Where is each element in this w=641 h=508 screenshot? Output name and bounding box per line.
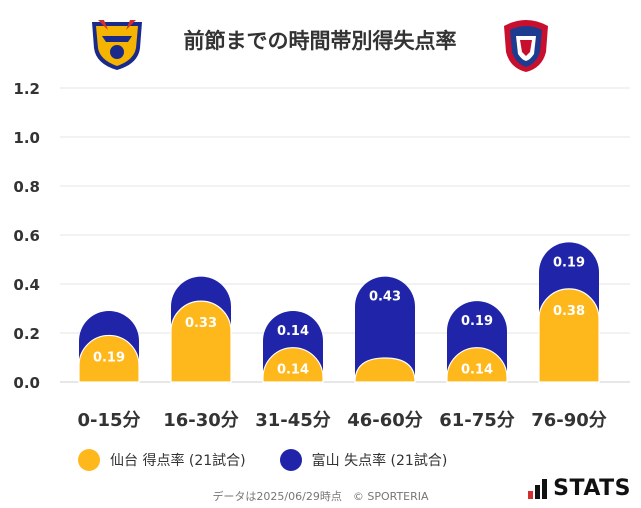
- legend-dot-toyama: [279, 449, 302, 471]
- y-tick-label: 0.0: [13, 374, 40, 392]
- data-label-toyama-2: 0.14: [277, 324, 309, 339]
- data-label-sendai-2: 0.14: [277, 363, 309, 378]
- stats-bars-icon: [528, 478, 549, 499]
- legend-dot-sendai: [78, 449, 100, 471]
- bar-sendai-5: [538, 288, 600, 383]
- y-tick-label: 0.4: [13, 276, 40, 294]
- sendai-logo-icon: [92, 20, 142, 70]
- y-axis-ticks: 0.0 0.2 0.4 0.6 0.8 1.0 1.2: [13, 80, 40, 392]
- legend: 仙台 得点率 (21試合) 富山 失点率 (21試合): [78, 449, 481, 471]
- x-tick-label: 16-30分: [163, 410, 239, 431]
- x-tick-label: 46-60分: [347, 410, 423, 431]
- legend-item-sendai: 仙台 得点率 (21試合): [78, 449, 246, 471]
- bar-sendai-3: [354, 357, 416, 383]
- bar-toyama-3: [355, 276, 415, 382]
- legend-label-sendai: 仙台 得点率 (21試合): [110, 453, 246, 469]
- x-axis-ticks: 0-15分 16-30分 31-45分 46-60分 61-75分 76-90分: [77, 410, 606, 431]
- legend-item-toyama: 富山 失点率 (21試合): [279, 449, 448, 471]
- data-label-toyama-3: 0.43: [369, 290, 401, 305]
- data-label-sendai-5: 0.38: [553, 304, 585, 319]
- bar-sendai-1: [170, 300, 232, 383]
- x-tick-label: 31-45分: [255, 410, 331, 431]
- data-label-toyama-4: 0.19: [461, 314, 493, 329]
- bar-sendai-4: [446, 347, 508, 383]
- y-tick-label: 0.8: [13, 178, 40, 196]
- data-label-sendai-4: 0.14: [461, 363, 493, 378]
- y-tick-label: 0.6: [13, 227, 40, 245]
- x-tick-label: 76-90分: [531, 410, 607, 431]
- data-label-toyama-5: 0.19: [553, 255, 585, 270]
- x-tick-label: 61-75分: [439, 410, 515, 431]
- y-tick-label: 1.0: [13, 129, 40, 147]
- stats-brand-text: STATS: [553, 476, 631, 501]
- legend-label-toyama: 富山 失点率 (21試合): [311, 453, 448, 469]
- bar-sendai-0: [78, 334, 140, 383]
- stats-logo: STATS: [528, 476, 631, 501]
- x-tick-label: 0-15分: [77, 410, 140, 431]
- bars: 0.19 0.33 0.14 0.14 0.43 0.14 0.19 0.38 0.19: [78, 242, 600, 383]
- chart-title: 前節までの時間帯別得失点率: [184, 29, 457, 53]
- data-label-sendai-0: 0.19: [93, 350, 125, 365]
- bar-sendai-2: [262, 347, 324, 383]
- team-logos: [92, 20, 548, 72]
- y-tick-label: 1.2: [13, 80, 40, 98]
- y-tick-label: 0.2: [13, 325, 40, 343]
- toyama-logo-icon: [504, 20, 548, 72]
- footer-note: データは2025/06/29時点 © SPORTERIA: [212, 490, 429, 503]
- grid-lines: [60, 87, 630, 383]
- data-label-sendai-1: 0.33: [185, 316, 217, 331]
